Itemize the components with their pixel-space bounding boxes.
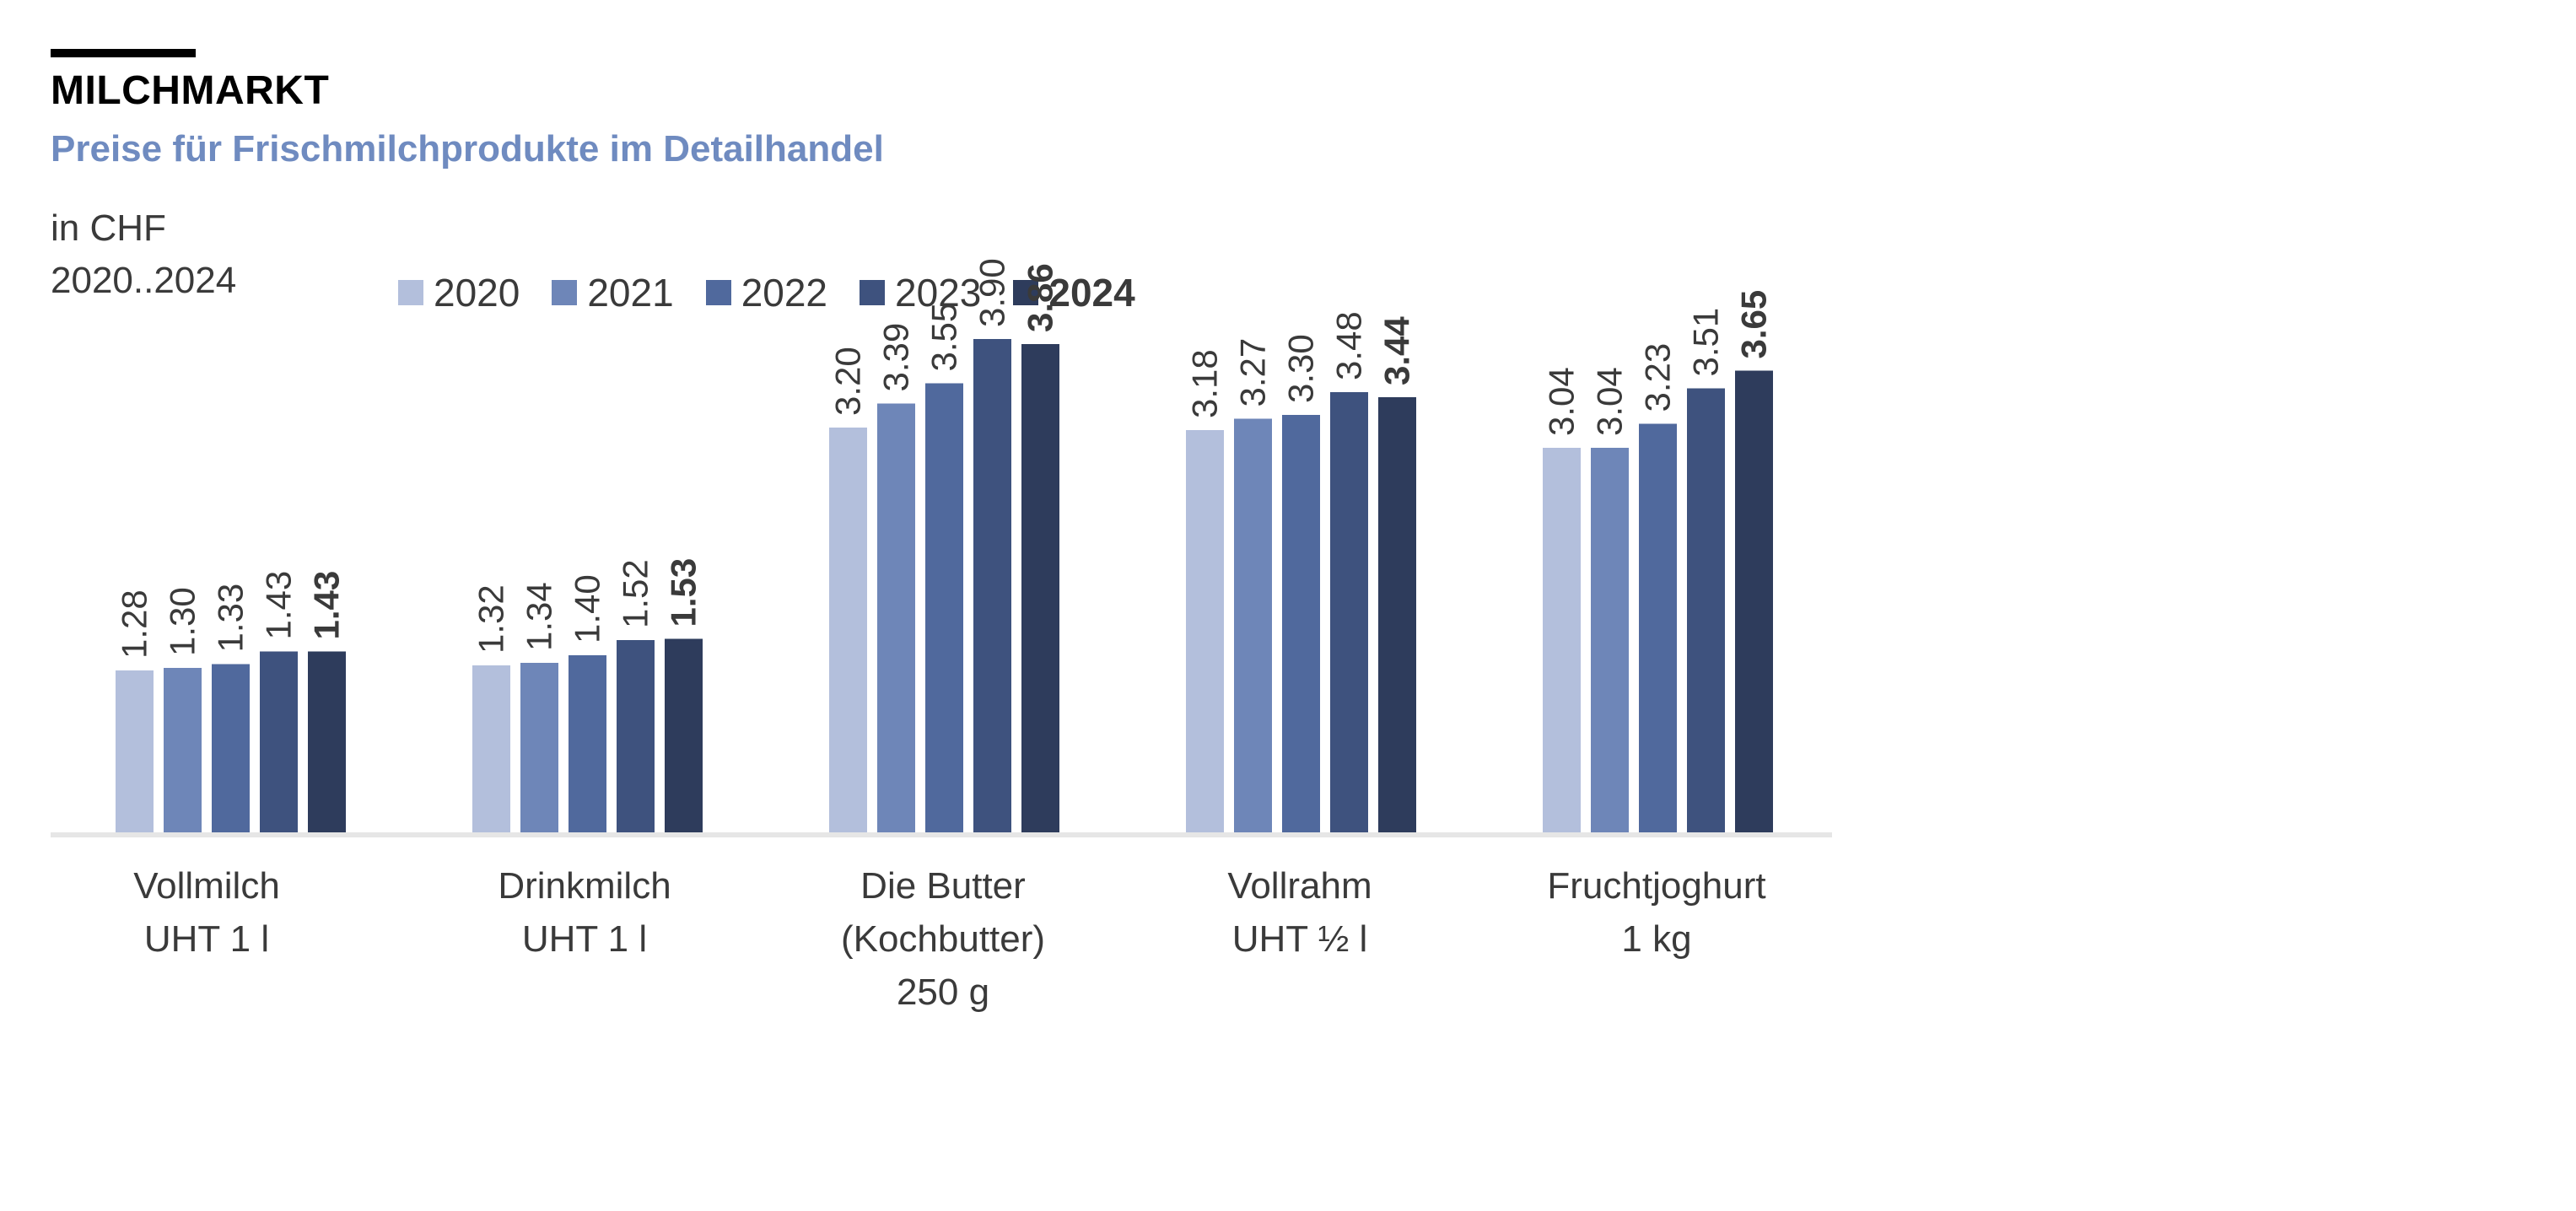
bar-2021-2 — [877, 403, 915, 832]
category-label: Drinkmilch — [498, 865, 671, 907]
category-label: Vollrahm — [1227, 865, 1372, 907]
data-label: 1.43 — [259, 571, 299, 640]
bar-2022-3 — [1282, 415, 1320, 832]
data-label: 1.32 — [472, 584, 511, 654]
category-label: 250 g — [897, 971, 989, 1013]
data-label: 3.20 — [828, 347, 868, 416]
data-label: 3.48 — [1329, 311, 1369, 380]
bar-2023-2 — [973, 339, 1011, 832]
legend-label: 2020 — [434, 271, 520, 315]
data-label: 3.65 — [1734, 290, 1774, 359]
category-label: UHT 1 l — [522, 918, 647, 960]
data-label: 1.28 — [115, 589, 154, 659]
legend-item-2023: 2023 — [860, 270, 981, 315]
data-label: 3.04 — [1590, 367, 1630, 436]
data-label: 3.55 — [924, 303, 964, 372]
category-label: Vollmilch — [133, 865, 280, 907]
bar-2022-1 — [569, 655, 606, 832]
bar-2024-2 — [1021, 344, 1059, 832]
bar-2021-3 — [1234, 418, 1272, 832]
bar-2020-4 — [1543, 448, 1581, 832]
bar-2020-1 — [472, 665, 510, 832]
bar-2021-4 — [1591, 448, 1629, 832]
data-label: 3.90 — [973, 258, 1012, 327]
category-label: 1 kg — [1621, 918, 1691, 960]
data-label: 3.27 — [1233, 338, 1273, 407]
legend-swatch — [860, 280, 886, 305]
data-label: 3.30 — [1281, 334, 1321, 403]
data-label: 1.30 — [163, 587, 202, 656]
data-label: 1.43 — [307, 571, 347, 640]
data-label: 3.86 — [1021, 263, 1060, 332]
legend-swatch — [1013, 280, 1039, 305]
data-label: 1.33 — [211, 584, 251, 653]
unit-label: in CHF — [51, 207, 166, 249]
legend-label: 2022 — [741, 271, 828, 315]
bar-2024-0 — [308, 651, 346, 832]
chart-subtitle: Preise für Frischmilchprodukte im Detail… — [51, 128, 884, 170]
legend-swatch — [705, 280, 731, 305]
category-label: UHT 1 l — [144, 918, 269, 960]
data-label: 3.51 — [1686, 308, 1726, 377]
bar-2023-1 — [617, 640, 655, 832]
year-range-label: 2020..2024 — [51, 260, 237, 301]
legend-item-2021: 2021 — [552, 270, 674, 315]
bar-2024-4 — [1735, 370, 1773, 832]
bar-2023-0 — [260, 651, 298, 832]
category-label: (Kochbutter) — [841, 918, 1045, 960]
bar-2020-2 — [829, 428, 867, 832]
legend-label: 2023 — [895, 271, 982, 315]
legend-item-2020: 2020 — [398, 270, 520, 315]
bar-2020-3 — [1186, 430, 1224, 832]
category-label: Die Butter — [860, 865, 1026, 907]
legend-item-2024: 2024 — [1013, 270, 1135, 315]
bar-2023-3 — [1330, 392, 1368, 832]
bar-2023-4 — [1687, 388, 1725, 832]
legend-swatch — [552, 280, 578, 305]
legend-item-2022: 2022 — [705, 270, 828, 315]
bar-2022-4 — [1639, 423, 1677, 832]
legend-label: 2021 — [587, 271, 674, 315]
data-label: 3.04 — [1542, 367, 1582, 436]
bar-2021-1 — [520, 663, 558, 832]
data-label: 3.23 — [1638, 343, 1678, 412]
x-axis-line — [51, 832, 1832, 837]
chart-legend: 2020 2021 2022 2023 2024 — [398, 270, 1167, 315]
data-label: 1.34 — [520, 582, 559, 651]
data-label: 1.40 — [568, 574, 607, 643]
category-label: UHT ½ l — [1232, 918, 1368, 960]
data-label: 3.44 — [1377, 316, 1417, 385]
data-label: 3.18 — [1185, 349, 1225, 418]
bar-2024-3 — [1378, 397, 1416, 832]
legend-swatch — [398, 280, 423, 305]
bar-2024-1 — [665, 638, 703, 832]
bar-2022-2 — [925, 383, 963, 832]
data-label: 1.52 — [616, 559, 655, 628]
bar-2020-0 — [116, 670, 154, 832]
title-rule — [51, 49, 196, 57]
category-label: Fruchtjoghurt — [1547, 865, 1765, 907]
data-label: 3.39 — [876, 323, 916, 392]
chart-title: MILCHMARKT — [51, 68, 330, 113]
data-label: 1.53 — [664, 558, 703, 627]
bar-2022-0 — [212, 664, 250, 832]
legend-label: 2024 — [1048, 271, 1135, 315]
bar-2021-0 — [164, 668, 202, 832]
